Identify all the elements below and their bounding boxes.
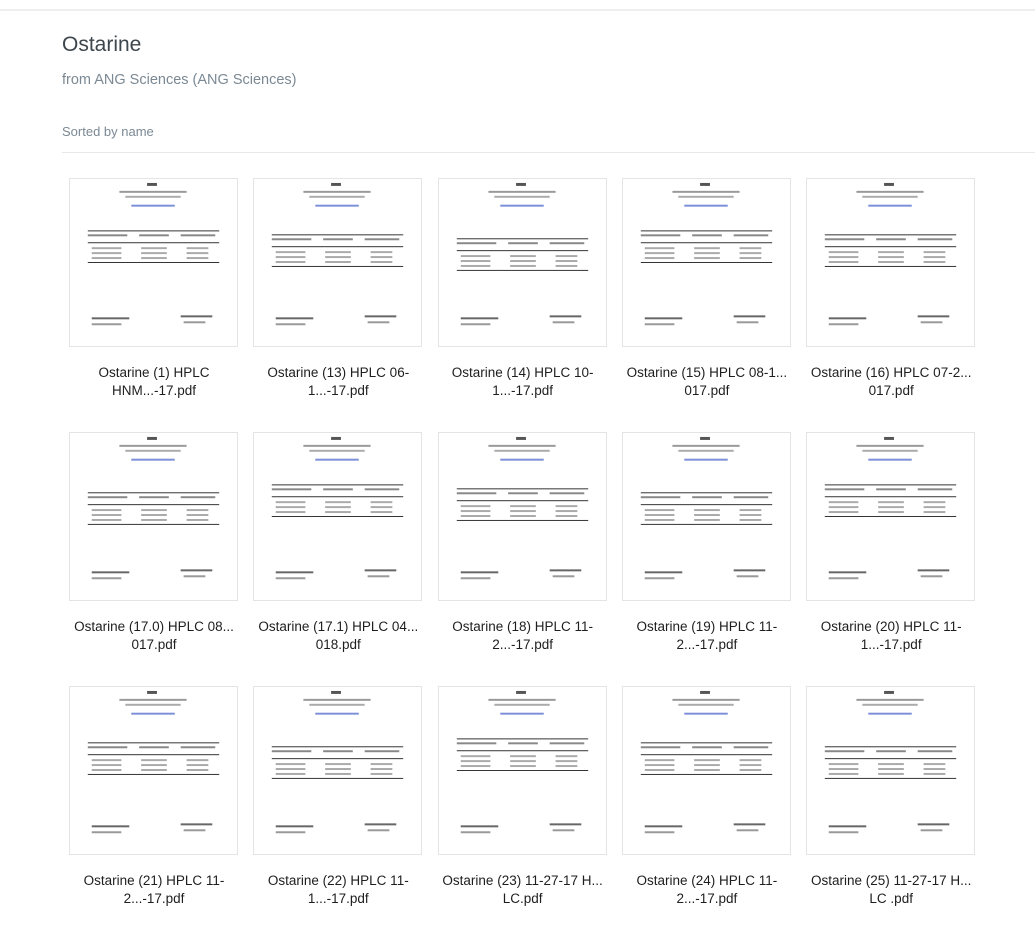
file-card[interactable]: Ostarine (16) HPLC 07-2... 017.pdf (797, 178, 985, 418)
file-card[interactable]: Ostarine (22) HPLC 11- 1...-17.pdf (244, 686, 432, 926)
file-name[interactable]: Ostarine (21) HPLC 11- 2...-17.pdf (60, 872, 248, 908)
file-name-line-1: Ostarine (18) HPLC 11- (452, 619, 593, 634)
file-thumbnail[interactable] (437, 432, 607, 601)
file-card[interactable]: Ostarine (20) HPLC 11- 1...-17.pdf (797, 432, 985, 672)
file-card[interactable]: Ostarine (21) HPLC 11- 2...-17.pdf (60, 686, 248, 926)
file-thumbnail[interactable] (806, 178, 976, 347)
file-thumbnail[interactable] (806, 686, 976, 855)
file-name-line-1: Ostarine (24) HPLC 11- (636, 873, 778, 888)
file-name-line-1: Ostarine (23) 11-27-17 H... (442, 873, 603, 888)
file-name[interactable]: Ostarine (15) HPLC 08-1... 017.pdf (613, 364, 801, 400)
file-card[interactable]: Ostarine (19) HPLC 11- 2...-17.pdf (613, 432, 801, 672)
file-name[interactable]: Ostarine (25) 11-27-17 H... LC .pdf (797, 872, 985, 908)
pdf-thumbnail-icon (640, 182, 773, 326)
file-name-line-1: Ostarine (22) HPLC 11- (267, 873, 409, 888)
file-name-line-2: 2...-17.pdf (492, 637, 553, 652)
file-thumbnail[interactable] (253, 432, 423, 601)
file-card[interactable]: Ostarine (17.1) HPLC 04... 018.pdf (244, 432, 432, 672)
file-name-line-1: Ostarine (16) HPLC 07-2... (810, 365, 972, 380)
file-name-line-2: LC.pdf (502, 891, 543, 906)
file-name-line-2: 2...-17.pdf (676, 637, 738, 652)
file-name-line-1: Ostarine (19) HPLC 11- (636, 619, 778, 634)
folder-owner: from ANG Sciences (ANG Sciences) (62, 72, 297, 88)
file-name[interactable]: Ostarine (17.0) HPLC 08... 017.pdf (60, 618, 248, 654)
sort-label[interactable]: Sorted by name (62, 124, 154, 139)
file-thumbnail[interactable] (621, 178, 791, 347)
file-card[interactable]: Ostarine (17.0) HPLC 08... 017.pdf (60, 432, 248, 672)
pdf-thumbnail-icon (456, 182, 588, 326)
file-name[interactable]: Ostarine (20) HPLC 11- 1...-17.pdf (797, 618, 985, 654)
file-thumbnail[interactable] (806, 432, 976, 601)
pdf-thumbnail-icon (87, 182, 220, 326)
pdf-thumbnail-icon (640, 436, 773, 580)
pdf-thumbnail-icon (824, 436, 957, 580)
file-name-line-2: 017.pdf (684, 383, 730, 398)
file-name-line-2: 1...-17.pdf (307, 383, 369, 398)
file-name-line-1: Ostarine (14) HPLC 10- (451, 365, 594, 380)
file-name-line-1: Ostarine (13) HPLC 06- (267, 365, 410, 380)
header-divider (62, 152, 1035, 153)
file-name[interactable]: Ostarine (14) HPLC 10- 1...-17.pdf (429, 364, 617, 400)
file-thumbnail[interactable] (69, 432, 238, 601)
file-name-line-2: LC .pdf (869, 891, 913, 906)
file-card[interactable]: Ostarine (24) HPLC 11- 2...-17.pdf (613, 686, 801, 926)
file-card[interactable]: Ostarine (25) 11-27-17 H... LC .pdf (797, 686, 985, 926)
file-name-line-1: Ostarine (17.1) HPLC 04... (258, 619, 419, 634)
file-thumbnail[interactable] (437, 178, 607, 347)
file-name-line-2: 018.pdf (315, 637, 361, 652)
file-name-line-1: Ostarine (17.0) HPLC 08... (74, 619, 234, 634)
file-card[interactable]: Ostarine (15) HPLC 08-1... 017.pdf (613, 178, 801, 418)
file-thumbnail[interactable] (437, 686, 607, 855)
file-name-line-1: Ostarine (1) HPLC (98, 365, 210, 380)
file-name[interactable]: Ostarine (1) HPLC HNM...-17.pdf (60, 364, 248, 400)
file-name-line-2: 1...-17.pdf (307, 891, 369, 906)
file-name-line-2: 2...-17.pdf (676, 891, 738, 906)
pdf-thumbnail-icon (824, 690, 957, 834)
file-name-line-2: 017.pdf (131, 637, 177, 652)
file-thumbnail[interactable] (69, 178, 238, 347)
file-name-line-1: Ostarine (21) HPLC 11- (83, 873, 225, 888)
file-name-line-2: 1...-17.pdf (860, 637, 922, 652)
file-name[interactable]: Ostarine (22) HPLC 11- 1...-17.pdf (244, 872, 432, 908)
file-name[interactable]: Ostarine (23) 11-27-17 H... LC.pdf (429, 872, 617, 908)
file-thumbnail[interactable] (253, 178, 423, 347)
file-thumbnail[interactable] (621, 686, 791, 855)
file-card[interactable]: Ostarine (14) HPLC 10- 1...-17.pdf (429, 178, 617, 418)
file-name[interactable]: Ostarine (16) HPLC 07-2... 017.pdf (797, 364, 985, 400)
file-name-line-1: Ostarine (15) HPLC 08-1... (626, 365, 788, 380)
file-name[interactable]: Ostarine (17.1) HPLC 04... 018.pdf (244, 618, 432, 654)
file-name-line-2: 1...-17.pdf (492, 383, 553, 398)
file-card[interactable]: Ostarine (13) HPLC 06- 1...-17.pdf (244, 178, 432, 418)
pdf-thumbnail-icon (272, 436, 404, 580)
pdf-thumbnail-icon (456, 436, 588, 580)
file-card[interactable]: Ostarine (18) HPLC 11- 2...-17.pdf (429, 432, 617, 672)
pdf-thumbnail-icon (87, 436, 220, 580)
file-name-line-2: 2...-17.pdf (123, 891, 185, 906)
file-thumbnail[interactable] (253, 686, 423, 855)
file-name-line-1: Ostarine (20) HPLC 11- (820, 619, 962, 634)
file-card[interactable]: Ostarine (23) 11-27-17 H... LC.pdf (429, 686, 617, 926)
pdf-thumbnail-icon (824, 182, 957, 326)
page-title: Ostarine (62, 33, 142, 56)
file-card[interactable]: Ostarine (1) HPLC HNM...-17.pdf (60, 178, 248, 418)
file-name[interactable]: Ostarine (13) HPLC 06- 1...-17.pdf (244, 364, 432, 400)
file-name[interactable]: Ostarine (18) HPLC 11- 2...-17.pdf (429, 618, 617, 654)
pdf-thumbnail-icon (456, 690, 588, 834)
file-name[interactable]: Ostarine (19) HPLC 11- 2...-17.pdf (613, 618, 801, 654)
pdf-thumbnail-icon (272, 690, 404, 834)
pdf-thumbnail-icon (87, 690, 220, 834)
pdf-thumbnail-icon (640, 690, 773, 834)
file-name-line-2: 017.pdf (868, 383, 914, 398)
pdf-thumbnail-icon (272, 182, 404, 326)
file-name-line-2: HNM...-17.pdf (111, 383, 197, 398)
file-name[interactable]: Ostarine (24) HPLC 11- 2...-17.pdf (613, 872, 801, 908)
file-thumbnail[interactable] (621, 432, 791, 601)
file-name-line-1: Ostarine (25) 11-27-17 H... (811, 873, 972, 888)
top-divider (0, 9, 1035, 11)
file-thumbnail[interactable] (69, 686, 238, 855)
